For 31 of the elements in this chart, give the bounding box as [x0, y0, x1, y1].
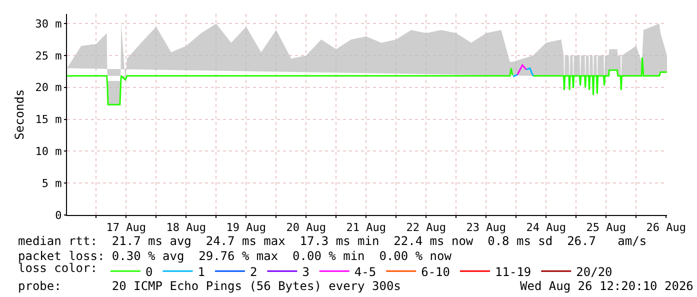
x-tick-label: 26 Aug	[646, 221, 686, 234]
text: median rtt: 21.7 ms avg 24.7 ms max 17.3 ms min 22.4 ms now 0.8 ms sd 26.7 am/s	[18, 234, 647, 248]
legend-title: loss color:	[18, 261, 98, 276]
y-tick-label: 20 m	[35, 81, 62, 94]
x-tick-label: 20 Aug	[286, 221, 326, 234]
y-tick-label: 15 m	[35, 113, 62, 126]
x-tick-label: 22 Aug	[406, 221, 446, 234]
x-tick-label: 17 Aug	[106, 221, 146, 234]
text: probe: 20 ICMP Echo Pings (56 Bytes) every 300s	[18, 279, 401, 293]
text: Wed Aug 26 12:20:10 2026	[520, 279, 694, 293]
y-axis-title: Seconds	[12, 89, 27, 140]
x-tick-label: 23 Aug	[466, 221, 506, 234]
y-tick-label: 0	[55, 208, 62, 222]
x-tick-label: 25 Aug	[586, 221, 626, 234]
y-tick-label: 5 m	[42, 176, 62, 190]
text: packet loss: 0.30 % avg 29.76 % max 0.00 % min 0.00 % now	[18, 249, 452, 263]
legend-label: 3	[302, 264, 310, 279]
x-tick-label: 21 Aug	[346, 221, 386, 234]
legend-label: 6-10	[421, 264, 450, 279]
y-tick-label: 30 m	[35, 17, 62, 30]
x-tick-label: 19 Aug	[226, 221, 266, 234]
legend-label: 11-19	[495, 264, 532, 279]
legend-label: 4-5	[354, 264, 376, 279]
x-tick-label: 24 Aug	[526, 221, 566, 234]
x-tick-label: 18 Aug	[166, 221, 206, 234]
legend-label: 1	[198, 264, 205, 279]
y-tick-label: 10 m	[35, 145, 62, 158]
legend-label: 2	[250, 264, 258, 279]
y-tick-label: 25 m	[35, 49, 62, 62]
legend-label: 20/20	[576, 264, 612, 279]
legend-label: 0	[145, 264, 153, 279]
